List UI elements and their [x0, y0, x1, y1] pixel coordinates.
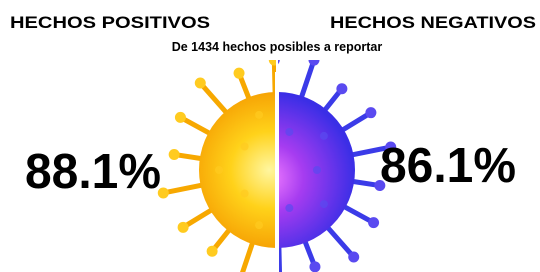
virus-bump — [241, 190, 249, 198]
virus-bump — [255, 221, 263, 229]
subtitle: De 1434 hechos posibles a reportar — [172, 40, 383, 54]
virus-bump — [320, 200, 328, 208]
spike-tip — [336, 83, 347, 94]
spike-tip — [309, 261, 320, 272]
divider — [275, 72, 279, 272]
virus-bump — [241, 142, 249, 150]
virus-bump — [285, 128, 293, 136]
spike-tip — [178, 222, 189, 233]
right-title: HECHOS NEGATIVOS — [330, 13, 536, 32]
infographic: HECHOS POSITIVOS HECHOS NEGATIVOS De 143… — [0, 0, 540, 272]
spike-tip — [195, 77, 206, 88]
virus-bump — [285, 204, 293, 212]
spike-tip — [175, 112, 186, 123]
virus-bump — [215, 166, 223, 174]
virus-bump — [320, 132, 328, 140]
left-title: HECHOS POSITIVOS — [10, 13, 210, 32]
spike-tip — [348, 252, 359, 263]
spike-tip — [169, 149, 180, 160]
virus-bump — [255, 111, 263, 119]
spike-tip — [365, 107, 376, 118]
spike-tip — [368, 217, 379, 228]
positive-value: 88.1% — [25, 145, 161, 199]
spike-tip — [207, 246, 218, 257]
virus-bump — [313, 166, 321, 174]
spike-tip — [234, 68, 245, 79]
negative-value: 86.1% — [380, 139, 516, 193]
